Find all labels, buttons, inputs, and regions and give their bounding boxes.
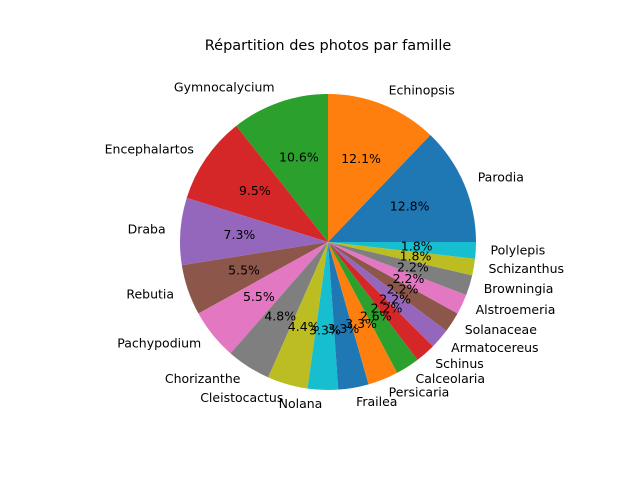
- slice-label-gymnocalycium: Gymnocalycium: [174, 80, 275, 95]
- slice-label-solanaceae: Solanaceae: [465, 322, 538, 337]
- percent-labels: 12.8%12.1%10.6%9.5%7.3%5.5%5.5%4.8%4.4%3…: [224, 150, 433, 338]
- percent-label-schinus: 2.2%: [371, 300, 403, 315]
- slice-labels: Parodia Echinopsis Gymnocalycium Encephalar…: [105, 80, 564, 411]
- percent-label-armatocereus: 2.2%: [379, 292, 411, 307]
- percent-label-draba: 7.3%: [224, 227, 256, 242]
- slice-label-nolana: Nolana: [279, 396, 323, 411]
- percent-label-chorizanthe: 4.8%: [264, 308, 296, 323]
- pie-slice-browningia: [328, 242, 473, 295]
- percent-label-encephalartos: 9.5%: [239, 183, 271, 198]
- pie-slice-rebutia: [181, 242, 328, 314]
- percent-label-pachypodium: 5.5%: [243, 289, 275, 304]
- pie-slice-cleistocactus: [268, 242, 328, 389]
- slice-label-encephalartos: Encephalartos: [105, 141, 194, 156]
- slice-label-cleistocactus: Cleistocactus: [200, 390, 283, 405]
- slice-label-pachypodium: Pachypodium: [117, 336, 201, 351]
- slice-label-draba: Draba: [128, 222, 166, 237]
- pie-slice-polylepis: [328, 242, 476, 259]
- percent-label-polylepis: 1.8%: [401, 239, 433, 254]
- slice-label-echinopsis: Echinopsis: [389, 82, 455, 97]
- slice-label-polylepis: Polylepis: [491, 243, 546, 258]
- percent-label-schizanthus: 1.8%: [400, 249, 432, 264]
- pie-slice-chorizanthe: [230, 242, 328, 378]
- percent-label-rebutia: 5.5%: [228, 262, 260, 277]
- chart-title: Répartition des photos par famille: [205, 38, 452, 54]
- slice-label-armatocereus: Armatocereus: [451, 340, 538, 355]
- pie-slice-frailea: [328, 242, 369, 390]
- pie-slice-persicaria: [328, 242, 398, 385]
- slice-label-frailea: Frailea: [356, 394, 397, 409]
- pie-slice-gymnocalycium: [236, 94, 328, 242]
- slice-label-calceolaria: Calceolaria: [416, 371, 485, 386]
- pie-slice-schizanthus: [328, 242, 476, 276]
- pie-slices: [180, 94, 476, 390]
- percent-label-echinopsis: 12.1%: [341, 151, 381, 166]
- percent-label-calceolaria: 2.6%: [360, 308, 392, 323]
- pie-slice-draba: [180, 197, 328, 266]
- percent-label-persicaria: 3.3%: [345, 316, 377, 331]
- pie-slice-solanaceae: [328, 242, 458, 331]
- percent-label-browningia: 2.2%: [397, 259, 429, 274]
- slice-label-parodia: Parodia: [478, 170, 524, 185]
- pie-slice-parodia: [328, 135, 476, 242]
- percent-label-parodia: 12.8%: [390, 199, 430, 214]
- slice-label-schizanthus: Schizanthus: [488, 261, 564, 276]
- slice-label-browningia: Browningia: [484, 281, 554, 296]
- pie-slice-armatocereus: [328, 242, 447, 347]
- percent-label-solanaceae: 2.2%: [387, 282, 419, 297]
- pie-slice-calceolaria: [328, 242, 418, 373]
- slice-label-alstroemeria: Alstroemeria: [476, 302, 556, 317]
- slice-label-persicaria: Persicaria: [389, 385, 450, 400]
- pie-slice-echinopsis: [328, 94, 431, 242]
- slice-label-schinus: Schinus: [435, 356, 484, 371]
- percent-label-gymnocalycium: 10.6%: [279, 150, 319, 165]
- pie-slice-encephalartos: [186, 125, 328, 242]
- pie-slice-pachypodium: [198, 242, 328, 354]
- pie-slice-nolana: [307, 242, 339, 390]
- percent-label-frailea: 3.3%: [327, 321, 359, 336]
- pie-slice-alstroemeria: [328, 242, 467, 314]
- percent-label-cleistocactus: 4.4%: [288, 319, 320, 334]
- percent-label-alstroemeria: 2.2%: [393, 271, 425, 286]
- percent-label-nolana: 3.3%: [309, 322, 341, 337]
- slice-label-rebutia: Rebutia: [126, 286, 174, 301]
- pie-slice-schinus: [328, 242, 433, 360]
- slice-label-chorizanthe: Chorizanthe: [165, 371, 241, 386]
